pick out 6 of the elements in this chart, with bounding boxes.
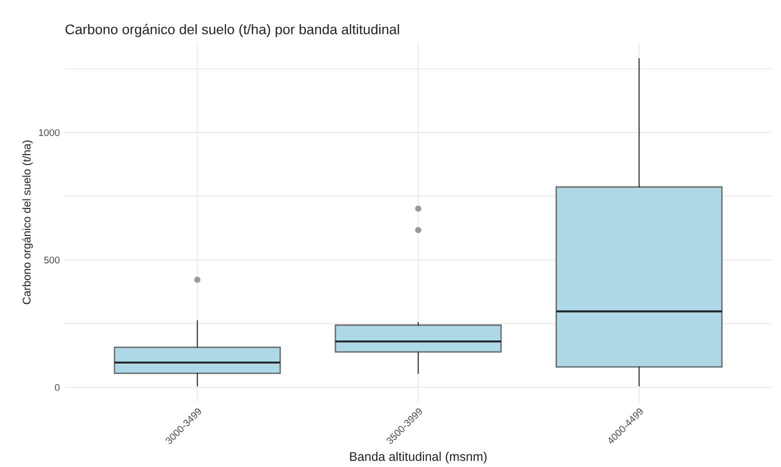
- y-tick-label: 500: [44, 256, 60, 264]
- y-tick-label: 1000: [39, 129, 60, 136]
- y-tick-label: 0: [54, 384, 60, 391]
- x-axis-title: Banda altitudinal (msnm): [350, 452, 487, 464]
- chart-title: Carbono orgánico del suelo (t/ha) por banda altitudinal: [66, 24, 399, 38]
- y-axis-title: Carbono orgánico del suelo (t/ha): [22, 140, 33, 304]
